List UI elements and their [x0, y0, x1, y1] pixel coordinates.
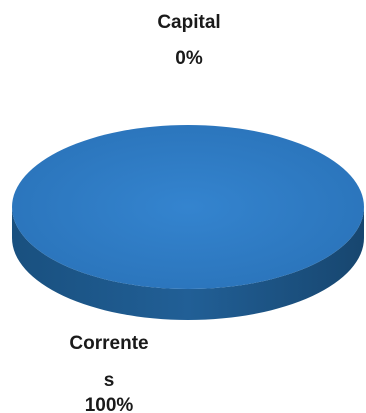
- slice-label-correntes-line2: s: [104, 370, 115, 391]
- pie-slice-correntes: [12, 125, 364, 289]
- slice-label-correntes-line1: Corrente: [69, 333, 148, 354]
- pie-slice-side: [12, 207, 364, 320]
- slice-percent-capital: 0%: [175, 48, 203, 69]
- slice-percent-correntes: 100%: [85, 395, 134, 413]
- slice-label-capital: Capital: [157, 12, 220, 33]
